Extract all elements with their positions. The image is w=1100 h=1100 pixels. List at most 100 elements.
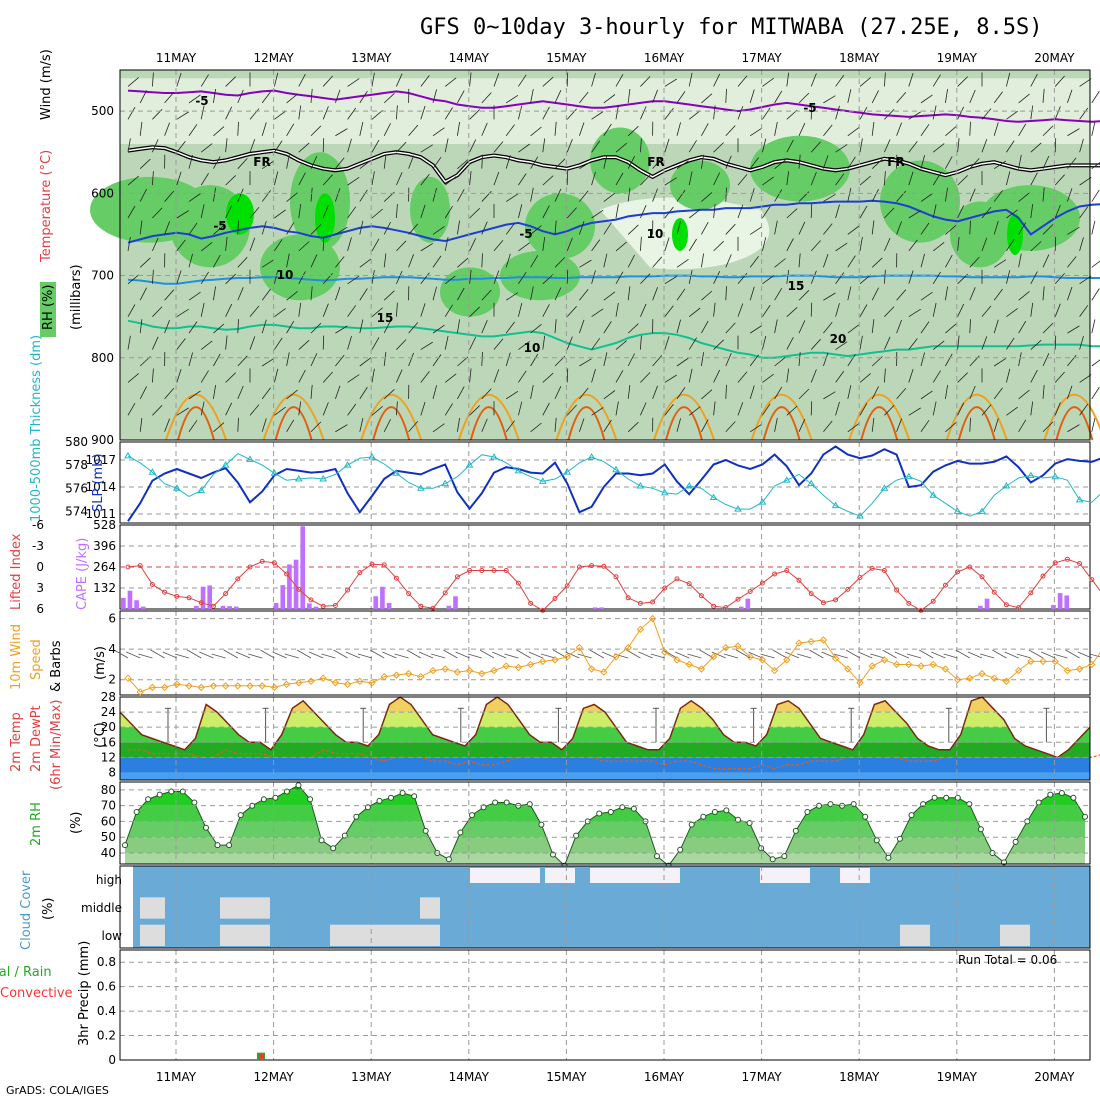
rh2m-tick: 80 bbox=[101, 783, 116, 797]
wind-barb bbox=[1006, 337, 1015, 350]
wind-barb bbox=[469, 139, 477, 153]
cape-bar bbox=[273, 602, 279, 609]
wind-barb bbox=[688, 140, 697, 153]
wind-barb bbox=[847, 255, 856, 268]
wind-barb bbox=[871, 319, 875, 334]
cape-tick: 528 bbox=[93, 518, 116, 532]
wind-barb bbox=[188, 352, 193, 367]
wind-barb bbox=[225, 273, 236, 285]
cloud-level-label: middle bbox=[81, 901, 122, 915]
wind-barb bbox=[383, 123, 391, 136]
rh2m-marker bbox=[237, 812, 244, 819]
wind10-barb bbox=[687, 653, 702, 659]
lifted-index-marker bbox=[686, 581, 692, 587]
thickness-marker bbox=[807, 479, 816, 487]
wind-barb bbox=[1030, 369, 1038, 383]
wind-barb bbox=[286, 320, 295, 334]
wind-barb bbox=[871, 220, 875, 235]
wind-barb bbox=[664, 404, 674, 416]
wind10-tick: 6 bbox=[108, 612, 116, 626]
wind-barb bbox=[200, 340, 213, 350]
rh-saturated-area bbox=[226, 193, 254, 235]
date-tick-top: 16MAY bbox=[644, 51, 685, 65]
temp2m-tick: 24 bbox=[101, 705, 116, 719]
wind10-barb bbox=[272, 651, 287, 659]
wind-barb bbox=[1030, 241, 1042, 252]
wind10-barb bbox=[1089, 653, 1100, 658]
wind-barb bbox=[200, 370, 209, 383]
rh2m-marker bbox=[376, 797, 383, 804]
wind10-barb bbox=[723, 653, 739, 659]
wind-barb bbox=[1018, 93, 1030, 104]
wind-barb bbox=[1030, 204, 1034, 219]
wind-barb bbox=[713, 73, 721, 87]
wind-barb bbox=[213, 323, 225, 334]
wind-barb bbox=[420, 243, 433, 252]
wind-barb bbox=[1006, 110, 1018, 120]
wind-barb bbox=[249, 138, 256, 153]
wind10-barb bbox=[675, 651, 690, 659]
wind-barb bbox=[530, 385, 534, 399]
wind-barb bbox=[481, 92, 492, 104]
wind-barb bbox=[591, 407, 604, 416]
wind-barb bbox=[579, 190, 589, 202]
wind-barb bbox=[1018, 154, 1022, 169]
lifted-index-marker bbox=[894, 587, 900, 593]
rh2m-marker bbox=[723, 807, 730, 814]
lifted-index-marker bbox=[345, 587, 351, 593]
wind-barb bbox=[322, 204, 329, 219]
wind10-barb bbox=[772, 649, 787, 659]
rh2m-marker bbox=[272, 794, 279, 801]
temp2m-tick: 12 bbox=[101, 750, 116, 764]
rh2m-marker bbox=[226, 842, 233, 849]
wind-barb bbox=[396, 302, 398, 317]
wind-barb bbox=[749, 354, 759, 367]
wind-barb bbox=[957, 138, 960, 153]
thickness-tick: 580 bbox=[65, 435, 88, 449]
wind-barb bbox=[810, 105, 813, 120]
wind-barb bbox=[444, 138, 449, 153]
cape-bar bbox=[233, 606, 239, 609]
wind10-marker bbox=[197, 683, 205, 692]
wind10-barb bbox=[540, 653, 556, 659]
wind-barb bbox=[847, 286, 852, 301]
wind-barb bbox=[1042, 88, 1045, 103]
thickness-marker bbox=[880, 484, 889, 491]
wind-barb bbox=[261, 358, 275, 367]
wind-barb bbox=[615, 172, 624, 186]
lifted-index-marker bbox=[1016, 605, 1022, 611]
cape-bar bbox=[386, 602, 392, 609]
lifted-index-marker bbox=[808, 591, 814, 597]
wind-barb bbox=[688, 270, 693, 284]
wind-barb bbox=[518, 143, 530, 153]
wind-barb bbox=[1091, 359, 1100, 367]
wind-barb bbox=[701, 123, 709, 136]
wind-barb bbox=[591, 337, 601, 350]
wind-barb bbox=[603, 419, 612, 432]
wind-barb bbox=[627, 187, 631, 202]
wind-barb bbox=[1079, 305, 1089, 317]
wind-barb bbox=[1006, 406, 1018, 416]
wind10-marker bbox=[282, 680, 291, 689]
wind-barb bbox=[493, 73, 500, 87]
rh2m-marker bbox=[191, 799, 198, 806]
wind-barb bbox=[676, 220, 681, 235]
wind-barb bbox=[701, 154, 704, 169]
wind-barb bbox=[286, 192, 298, 202]
wind-barb bbox=[310, 125, 322, 137]
wind-barb bbox=[798, 122, 806, 136]
wind-barb bbox=[981, 336, 988, 350]
thickness-marker bbox=[514, 466, 523, 474]
wind10-barb bbox=[943, 653, 958, 659]
wind10-marker bbox=[429, 666, 437, 675]
wind-barb bbox=[408, 420, 419, 433]
wind-barb bbox=[884, 306, 895, 317]
wind-barb bbox=[774, 220, 778, 235]
wind-barb bbox=[335, 354, 345, 367]
temp2m-axis-label-a: 2m Temp bbox=[9, 712, 24, 772]
wind-barb bbox=[469, 368, 472, 383]
wind10-barb bbox=[1028, 649, 1044, 659]
wind-barb bbox=[420, 303, 426, 317]
cape-bar bbox=[127, 590, 133, 609]
wind-barb bbox=[566, 404, 577, 416]
